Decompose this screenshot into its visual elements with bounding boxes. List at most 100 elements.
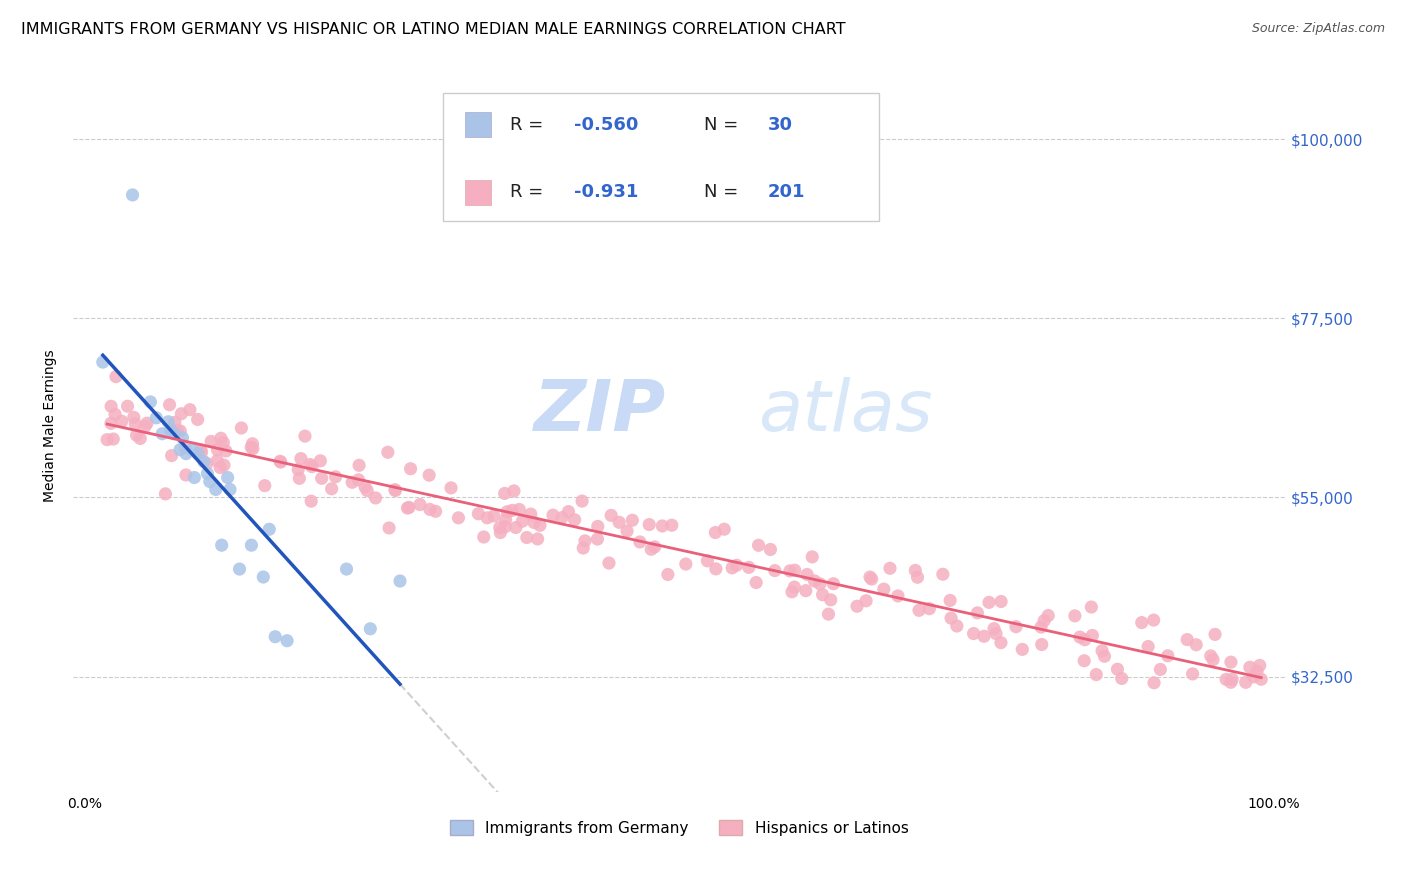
Text: 201: 201 (768, 184, 806, 202)
Point (1220, 672, 1243, 686)
Point (1038, 608, 1060, 623)
Point (1219, 675, 1241, 690)
Point (984, 626, 1007, 640)
Point (704, 525, 727, 540)
Point (1073, 632, 1095, 647)
Point (1130, 615, 1153, 630)
Point (598, 556, 620, 570)
Point (163, 415, 186, 429)
Point (794, 583, 817, 598)
Point (1250, 672, 1272, 686)
Point (174, 441, 197, 455)
Point (287, 462, 309, 476)
Point (574, 533, 596, 548)
Point (219, 483, 242, 497)
Point (977, 595, 1000, 609)
Point (204, 483, 226, 497)
Point (859, 570, 882, 584)
Point (482, 508, 505, 523)
Point (519, 507, 541, 521)
Legend: Immigrants from Germany, Hispanics or Latinos: Immigrants from Germany, Hispanics or La… (450, 820, 908, 836)
Point (495, 512, 517, 526)
Point (347, 473, 370, 487)
Point (169, 442, 191, 457)
Point (990, 635, 1012, 649)
Point (298, 458, 321, 472)
Point (325, 470, 347, 484)
Point (155, 487, 177, 501)
Point (211, 538, 233, 552)
FancyBboxPatch shape (465, 112, 492, 137)
Point (759, 542, 782, 557)
Point (811, 588, 834, 602)
Point (103, 432, 125, 446)
Point (257, 522, 280, 536)
Point (1149, 662, 1171, 676)
Point (276, 633, 298, 648)
Point (657, 567, 679, 582)
Point (309, 454, 332, 468)
Point (557, 505, 579, 519)
Point (472, 530, 495, 544)
Point (1111, 672, 1133, 686)
FancyBboxPatch shape (465, 179, 492, 205)
Point (354, 480, 377, 494)
Point (100, 399, 122, 413)
Point (197, 467, 219, 481)
Point (209, 460, 232, 475)
Point (887, 589, 910, 603)
Point (1175, 632, 1198, 647)
Point (169, 424, 191, 438)
Point (290, 451, 312, 466)
Point (253, 478, 276, 492)
Point (489, 525, 512, 540)
Point (1143, 613, 1166, 627)
Point (242, 442, 264, 456)
Point (713, 522, 735, 536)
Point (846, 599, 869, 614)
Point (418, 468, 440, 483)
Point (783, 580, 806, 594)
Point (855, 594, 877, 608)
Point (505, 520, 527, 534)
Point (966, 606, 988, 620)
Point (508, 502, 530, 516)
Point (1181, 666, 1204, 681)
Point (616, 524, 638, 538)
Point (347, 458, 370, 473)
Point (356, 483, 378, 498)
Point (139, 395, 162, 409)
Point (820, 592, 842, 607)
Point (503, 483, 526, 498)
Text: Source: ZipAtlas.com: Source: ZipAtlas.com (1251, 22, 1385, 36)
Point (425, 504, 447, 518)
Point (973, 629, 995, 643)
Point (607, 516, 630, 530)
Text: 30: 30 (768, 116, 793, 134)
Point (763, 564, 786, 578)
Point (808, 577, 831, 591)
Point (1204, 627, 1226, 641)
Text: IMMIGRANTS FROM GERMANY VS HISPANIC OR LATINO MEDIAN MALE EARNINGS CORRELATION C: IMMIGRANTS FROM GERMANY VS HISPANIC OR L… (21, 22, 846, 37)
Point (512, 514, 534, 528)
Point (150, 426, 173, 441)
Point (228, 562, 250, 576)
Point (600, 508, 623, 523)
Point (1137, 640, 1160, 654)
Point (725, 558, 748, 573)
Point (621, 513, 644, 527)
Point (1033, 614, 1056, 628)
Point (803, 574, 825, 588)
Point (564, 513, 586, 527)
Point (269, 454, 291, 468)
Point (160, 449, 183, 463)
Point (1031, 638, 1053, 652)
Point (488, 520, 510, 534)
Point (157, 415, 180, 429)
Point (364, 491, 387, 505)
Point (377, 445, 399, 459)
Point (136, 416, 159, 430)
Point (179, 402, 201, 417)
Point (419, 502, 441, 516)
Point (187, 412, 209, 426)
